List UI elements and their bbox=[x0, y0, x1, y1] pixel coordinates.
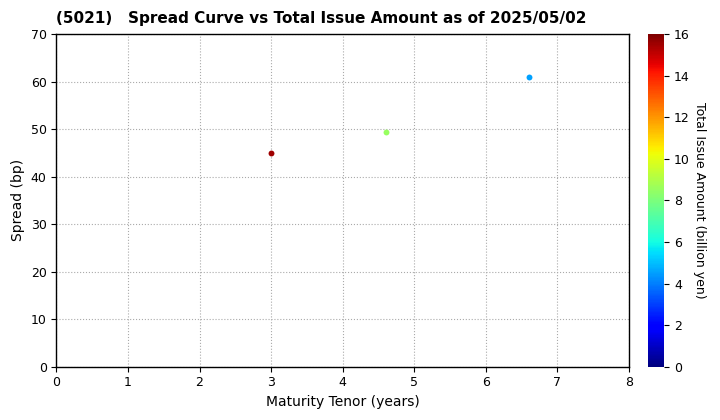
Y-axis label: Total Issue Amount (billion yen): Total Issue Amount (billion yen) bbox=[693, 102, 706, 299]
Y-axis label: Spread (bp): Spread (bp) bbox=[11, 159, 25, 242]
Point bbox=[266, 150, 277, 156]
X-axis label: Maturity Tenor (years): Maturity Tenor (years) bbox=[266, 395, 420, 409]
Text: (5021)   Spread Curve vs Total Issue Amount as of 2025/05/02: (5021) Spread Curve vs Total Issue Amoun… bbox=[56, 11, 587, 26]
Point bbox=[380, 128, 392, 135]
Point bbox=[523, 74, 534, 80]
